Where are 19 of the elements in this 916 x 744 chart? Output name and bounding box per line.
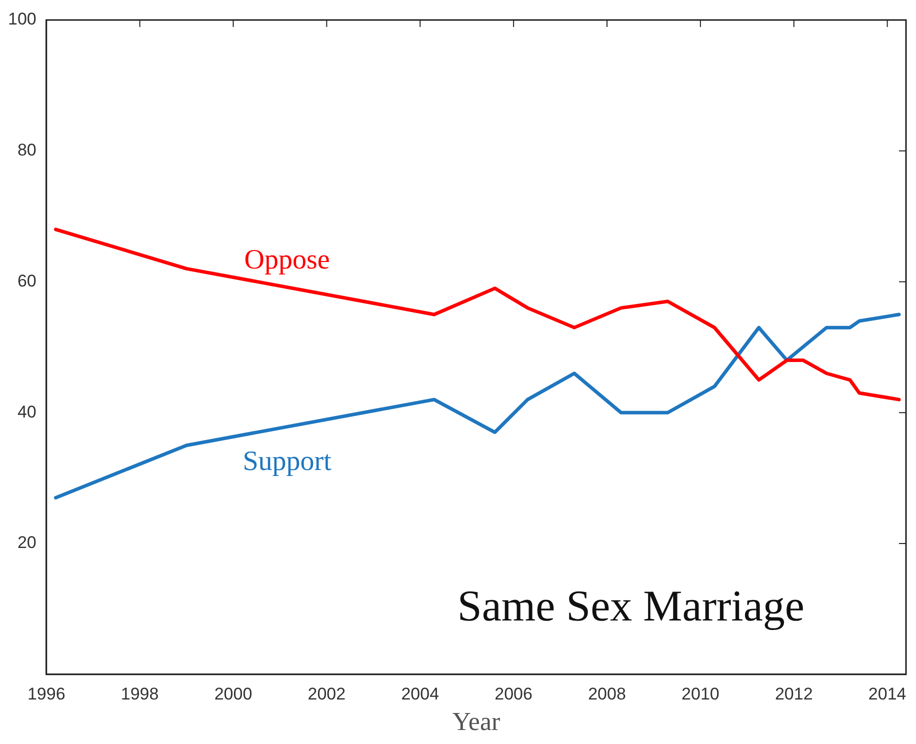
y-tick-label: 100 <box>8 10 36 29</box>
x-tick-label: 2010 <box>682 684 720 704</box>
y-tick-label: 80 <box>17 140 36 160</box>
x-tick-label: 2000 <box>214 684 252 704</box>
y-tick-label: 60 <box>17 271 36 290</box>
series-label: Oppose <box>244 244 330 276</box>
x-tick-label: 2002 <box>308 684 346 704</box>
text: Same Sex Marriage <box>457 582 804 631</box>
x-tick-label: 1996 <box>27 684 66 704</box>
x-tick-label: 2012 <box>774 684 813 704</box>
x-tick-label: 2008 <box>588 684 626 704</box>
x-tick-label: 1998 <box>120 684 159 704</box>
y-tick-label: 40 <box>17 402 36 422</box>
x-tick-label: 2014 <box>868 684 906 704</box>
x-tick-label: 2006 <box>494 684 532 704</box>
y-tick-label: 20 <box>17 533 36 552</box>
series-label: Support <box>242 446 332 478</box>
x-tick-label: 2004 <box>401 684 440 704</box>
x-axis-title: Year <box>452 707 500 736</box>
